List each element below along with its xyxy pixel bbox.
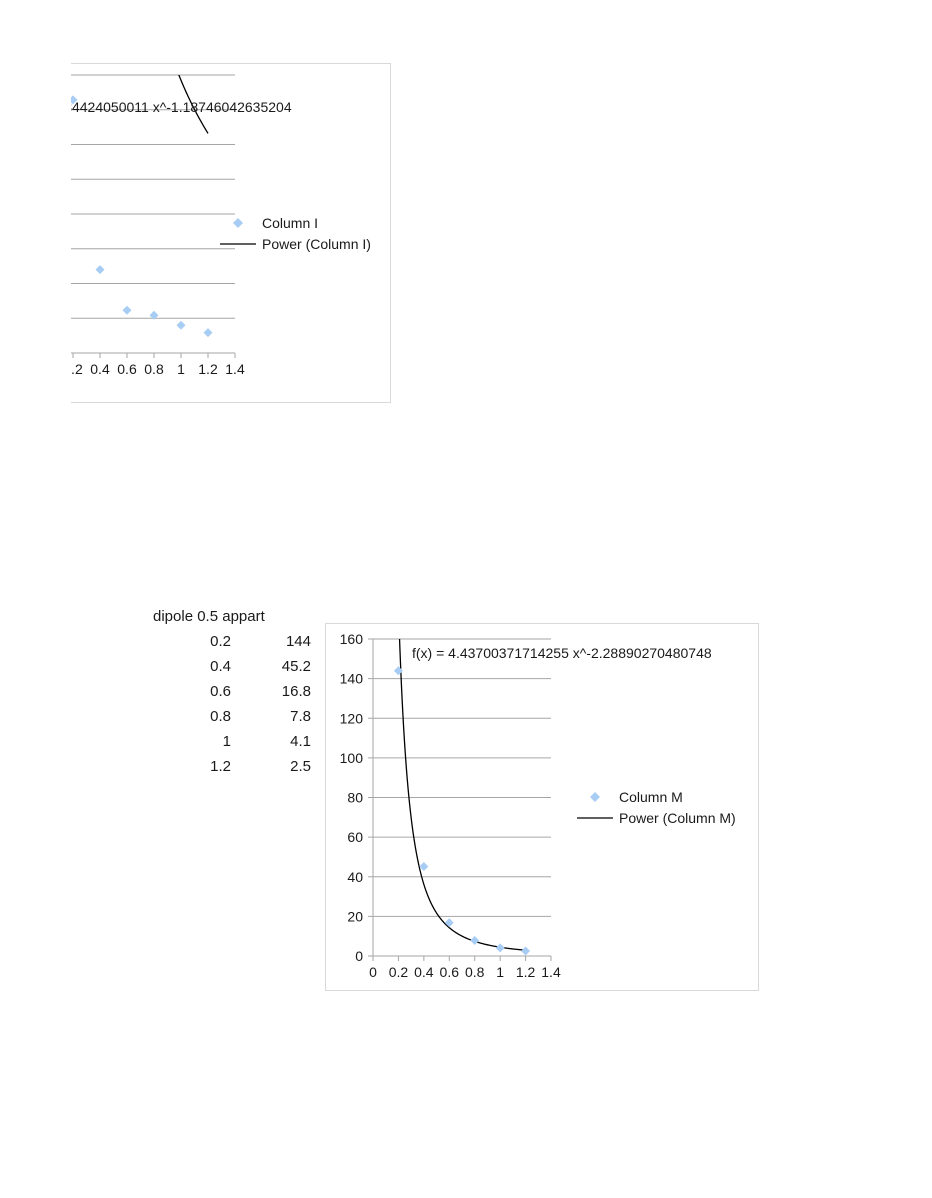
data-point [203,328,213,338]
chart-column-m: 0 0.2 0.4 0.6 0.8 1 1.2 1.4 0 20 40 60 80 100 120 140 16… [325,623,759,991]
table-cell-x: 0.8 [210,708,231,725]
y-tick-label: 160 [340,631,364,647]
table-title: dipole 0.5 appart [153,608,265,625]
table-cell-y: 45.2 [281,658,311,675]
x-tick-label: 1.2 [198,361,218,377]
table-cell-x: 0.6 [210,683,231,700]
x-tick-label: 0.4 [90,361,110,377]
x-tick-label: 0.8 [465,964,485,980]
x-tick-label: 0.8 [144,361,164,377]
power-trendline [398,639,526,951]
chart-column-m-plot: 0 0.2 0.4 0.6 0.8 1 1.2 1.4 0 20 40 60 80 100 120 140 16… [340,631,736,980]
data-point [95,265,105,275]
legend-label: Power (Column M) [619,810,736,826]
y-tick-label: 40 [347,869,363,885]
x-tick-label: 0.6 [440,964,460,980]
trendline-equation: f(x) = 4.43700371714255 x^-2.28890270480… [412,645,712,661]
table-cell-y: 16.8 [281,683,311,700]
table-cell-y: 4.1 [290,733,311,750]
page-clip-mask [0,0,71,1198]
y-tick-label: 140 [340,671,364,687]
data-point [393,666,403,676]
table-cell-y: 2.5 [290,758,311,775]
trendline-equation: f(x) = 54.9384424050011 x^-1.18746042635… [41,99,292,115]
x-tick-label: 1.4 [225,361,245,377]
y-tick-label: 60 [347,829,363,845]
y-tick-label: 0 [355,948,363,964]
table-cell-y: 7.8 [290,708,311,725]
legend-label: Column M [619,789,683,805]
power-trendline [178,75,209,134]
table-cell-x: 0.2 [210,633,231,650]
data-point [521,946,531,956]
data-point [444,918,454,928]
x-tick-label: 1.4 [541,964,561,980]
x-tick-label: 0.4 [414,964,434,980]
chart-column-i-plot: 00.20.40.60.811.21.4f(x) = 54.9384424050… [41,74,371,377]
table-cell-x: 0.4 [210,658,231,675]
legend-label: Power (Column I) [262,236,371,252]
table-cell-y: 144 [285,633,311,650]
x-tick-label: 1.2 [516,964,536,980]
data-point [495,943,505,953]
x-tick-label: 0.6 [117,361,137,377]
y-tick-label: 100 [340,750,364,766]
x-tick-label: 0 [369,964,377,980]
data-point [419,861,429,871]
x-tick-label: 1 [496,964,504,980]
data-point [122,305,132,315]
y-tick-label: 120 [340,710,364,726]
legend-label: Column I [262,215,318,231]
y-tick-label: 80 [347,790,363,806]
x-tick-label: 1 [177,361,185,377]
table-cell-x: 1.2 [210,758,231,775]
data-point [176,320,186,330]
data-point [149,310,159,320]
table-cell-x: 1 [222,733,231,750]
y-tick-label: 20 [347,908,363,924]
x-tick-label: 0.2 [389,964,409,980]
chart-column-i: 00.20.40.60.811.21.4f(x) = 54.9384424050… [40,63,391,403]
data-point [470,936,480,946]
legend-marker-icon [233,218,243,228]
legend-marker-icon [590,792,600,802]
